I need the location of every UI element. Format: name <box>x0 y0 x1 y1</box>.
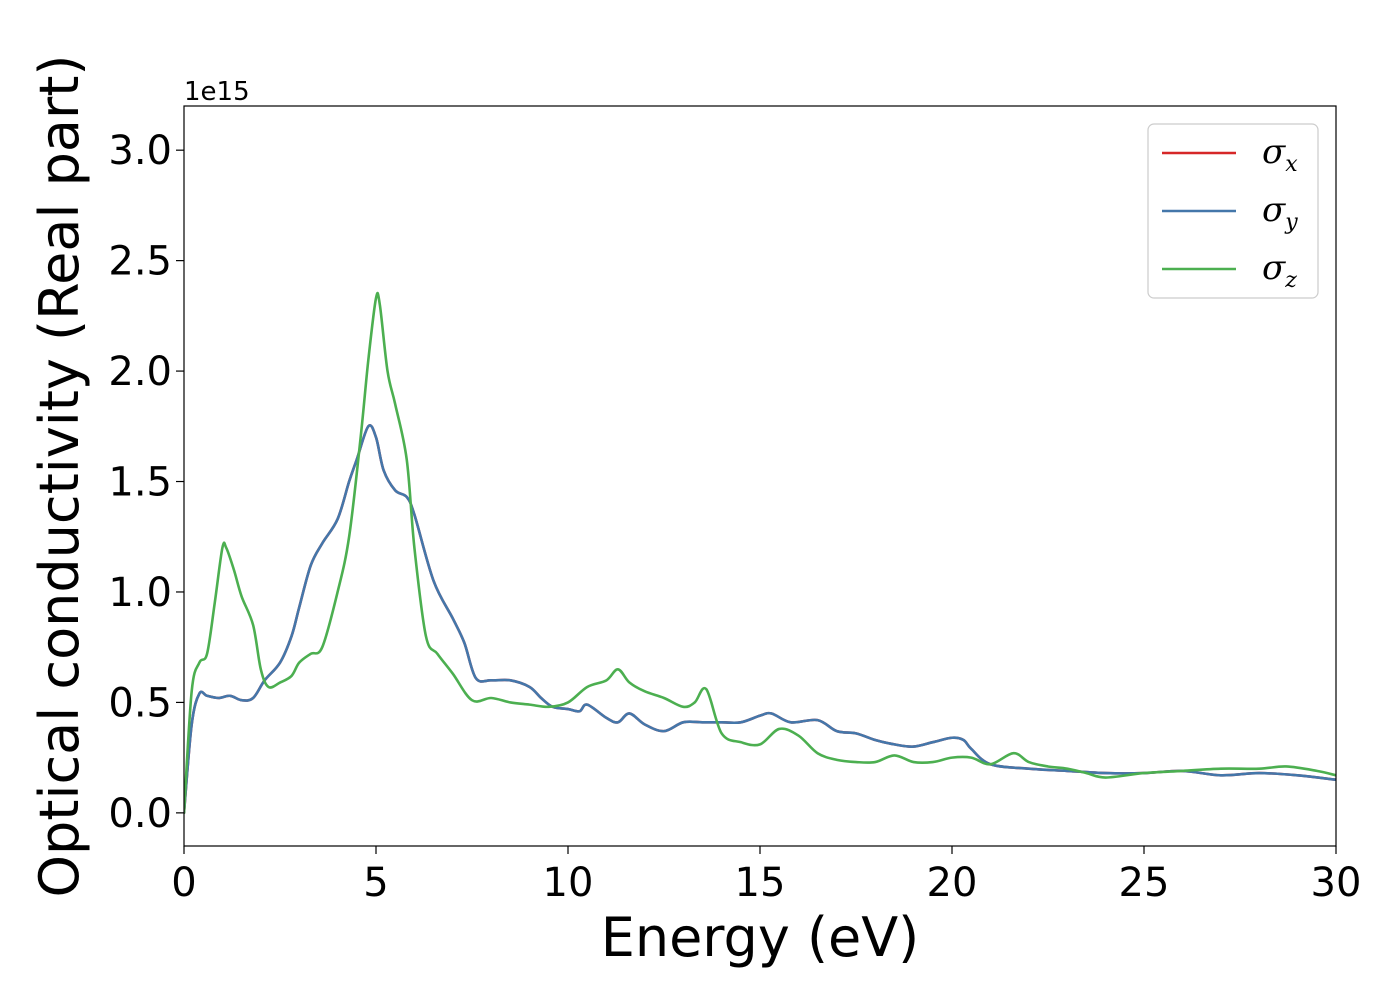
y-tick-label: 1.0 <box>108 570 172 616</box>
y-tick-label: 0.5 <box>108 680 172 726</box>
x-tick-label: 5 <box>363 860 388 906</box>
series-line-y <box>184 424 1336 815</box>
x-tick-label: 30 <box>1311 860 1362 906</box>
y-tick-label: 2.5 <box>108 239 172 285</box>
series-line-z <box>184 291 1336 815</box>
x-tick-label: 0 <box>171 860 196 906</box>
y-tick-label: 2.0 <box>108 349 172 395</box>
x-tick-label: 10 <box>543 860 594 906</box>
x-tick-label: 15 <box>735 860 786 906</box>
x-axis: 0 5 10 15 20 25 30 <box>171 846 1361 906</box>
legend: σx σy σz <box>1147 123 1319 299</box>
series-layer <box>184 291 1336 815</box>
y-tick-label: 0.0 <box>108 791 172 837</box>
x-tick-label: 20 <box>927 860 978 906</box>
y-offset-label: 1e15 <box>184 77 250 107</box>
legend-items: σx σy σz <box>1162 132 1298 293</box>
x-tick-label: 25 <box>1119 860 1170 906</box>
legend-label-z: σz <box>1262 248 1297 293</box>
y-tick-label: 1.5 <box>108 460 172 506</box>
y-axis-title: Optical conductivity (Real part) <box>28 55 91 898</box>
legend-label-x: σx <box>1262 132 1298 177</box>
y-tick-label: 3.0 <box>108 128 172 174</box>
x-axis-title: Energy (eV) <box>601 906 920 969</box>
legend-label-y: σy <box>1262 190 1298 235</box>
y-axis: 0.0 0.5 1.0 1.5 2.0 2.5 3.0 <box>108 128 184 837</box>
